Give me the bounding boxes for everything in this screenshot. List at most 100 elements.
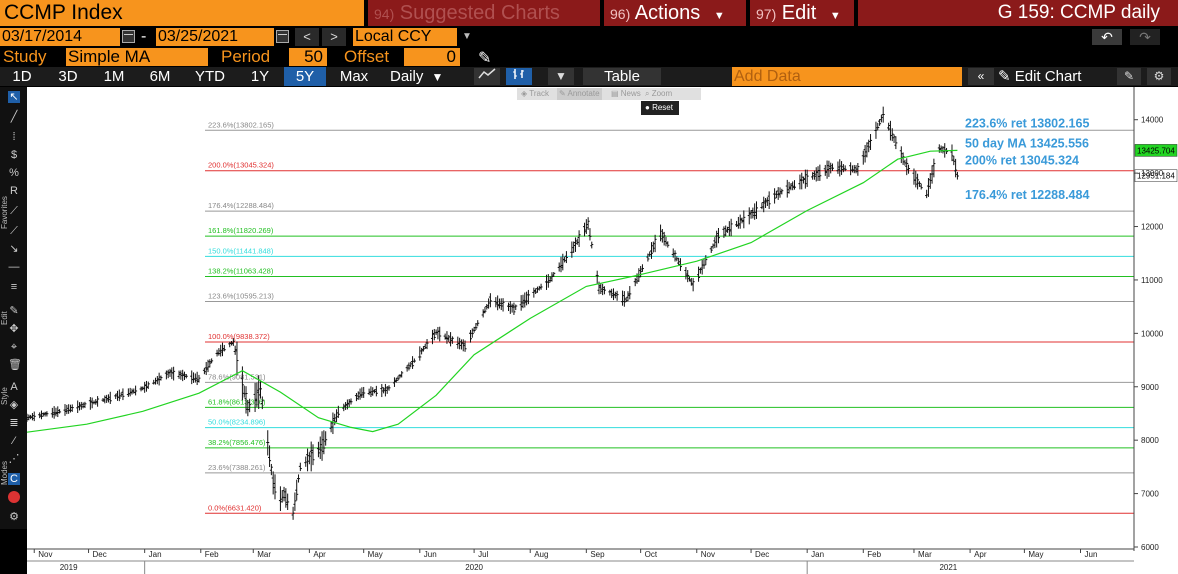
news-label: News [620, 89, 641, 98]
fib-label: 100.0%(9838.372) [208, 332, 270, 341]
add-data-input[interactable]: Add Data [732, 67, 962, 86]
gear-icon[interactable]: ⚙ [1147, 68, 1171, 85]
percent-tool-icon[interactable]: % [9, 167, 19, 179]
track-tool[interactable]: ◈ Track [521, 89, 549, 98]
x-tick-label: Dec [755, 550, 769, 559]
frequency-select[interactable]: Daily ▼ [384, 67, 464, 86]
offset-input[interactable]: 0 [404, 48, 460, 66]
actions-button[interactable]: 96) Actions ▼ [604, 0, 746, 26]
pen-icon: ✎ [998, 68, 1011, 85]
timeframe-5y[interactable]: 5Y [284, 67, 326, 86]
retracement-icon[interactable]: R [10, 185, 18, 197]
trendline-icon[interactable]: ⟋ [10, 205, 18, 217]
prev-period-button[interactable]: < [295, 28, 319, 46]
date-range-bar: 03/17/2014 - 03/25/2021 < > Local CCY ▼ … [0, 28, 1178, 46]
x-tick-label: Apr [313, 550, 326, 559]
timeframe-1y[interactable]: 1Y [250, 68, 270, 85]
timeframe-ytd[interactable]: YTD [195, 68, 225, 85]
x-tick-label: Mar [257, 550, 271, 559]
table-button[interactable]: Table [583, 68, 661, 85]
mode-c-icon[interactable]: C [8, 473, 20, 485]
last-price-tag: 12951.184 [1134, 169, 1178, 182]
calendar-icon[interactable] [276, 30, 289, 43]
channel-icon[interactable]: ≡ [10, 281, 18, 293]
undo-icon[interactable]: ↶ [1092, 29, 1122, 45]
fib-tool-icon[interactable]: ⁞ [12, 131, 16, 143]
price-chart[interactable]: 223.6%(13802.165) 200.0%(13045.324) 176.4%… [25, 87, 1178, 574]
annotate-label: Annotate [567, 89, 600, 98]
style-label: Style [0, 387, 9, 405]
dotted-line-icon[interactable]: ⋰ [8, 453, 20, 465]
ray-icon[interactable]: ⟋ [10, 225, 18, 237]
x-tick-label: May [368, 550, 383, 559]
text-tool-icon[interactable]: A [10, 381, 18, 393]
study-bar: Study Simple MA Period 50 Offset 0 ✎ [0, 47, 600, 68]
fib-label: 150.0%(11441.848) [208, 246, 274, 255]
edit-chart-label: Edit Chart [1014, 68, 1082, 85]
calendar-icon[interactable] [122, 30, 135, 43]
x-tick-label: Nov [701, 550, 715, 559]
fib-label: 50.0%(8234.896) [208, 418, 266, 427]
timeframe-6m[interactable]: 6M [149, 68, 171, 85]
edit-label: Edit [781, 2, 817, 24]
price-tool-icon[interactable]: $ [10, 149, 18, 161]
edit-menu-button[interactable]: 97) Edit ▼ [750, 0, 854, 26]
timeframe-3d[interactable]: 3D [58, 68, 78, 85]
redo-icon[interactable]: ↷ [1130, 29, 1160, 45]
chart-settings-icon[interactable]: ✎ [1117, 68, 1141, 85]
fib-label: 123.6%(10595.213) [208, 292, 274, 301]
start-date-input[interactable]: 03/17/2014 [0, 28, 120, 46]
annotate-tool[interactable]: ✎ Annotate [557, 88, 602, 100]
line-style-icon[interactable]: ≣ [9, 417, 19, 429]
period-input[interactable]: 50 [289, 48, 327, 66]
header-bar: CCMP Index 94) Suggested Charts 96) Acti… [0, 0, 1178, 26]
x-tick-label: Mar [918, 550, 932, 559]
currency-select[interactable]: Local CCY [353, 28, 457, 46]
chevron-down-icon: ▼ [462, 31, 472, 42]
y-tick-label: 7000 [1141, 490, 1159, 499]
pointer-icon[interactable]: ↖ [8, 91, 20, 103]
fib-label: 61.8%(8613.316) [208, 397, 266, 406]
security-title[interactable]: CCMP Index [0, 0, 364, 26]
timeframe-1m[interactable]: 1M [103, 68, 125, 85]
chart-ticker-title: G 159: CCMP daily [858, 0, 1178, 26]
drawing-toolbar: ↖ ╱ ⁞ $ % R ⟋ ⟋ ↘ — ≡ ✎ ✥ ⌖ 🗑 A ◈ ≣ ⁄ ⋰ … [0, 87, 27, 529]
bar-chart-icon[interactable] [506, 68, 532, 85]
suggested-charts-label: Suggested Charts [399, 2, 560, 24]
zoom-tool[interactable]: ⌕ Zoom [645, 89, 673, 98]
x-tick-label: Apr [974, 550, 987, 559]
brush-icon[interactable]: ⁄ [13, 435, 15, 447]
fib-label: 161.8%(11820.269) [208, 226, 274, 235]
x-tick-label: Nov [38, 550, 52, 559]
crop-icon[interactable]: ⌖ [10, 341, 18, 353]
pencil-icon[interactable]: ✎ [9, 305, 19, 317]
timeframe-max[interactable]: Max [339, 68, 369, 85]
edit-label-vertical: Edit [0, 311, 9, 325]
chart-type-dropdown-icon[interactable]: ▼ [548, 68, 574, 85]
line-chart-icon[interactable] [474, 68, 500, 85]
period-label: Period [221, 47, 271, 66]
pen-icon[interactable]: ✎ [478, 50, 492, 67]
caret-down-icon: ▼ [431, 70, 444, 84]
x-tick-label: Jan [811, 550, 824, 559]
edit-chart-button[interactable]: ✎ Edit Chart [998, 67, 1110, 86]
color-icon[interactable] [8, 491, 20, 503]
x-tick-label: Feb [867, 550, 881, 559]
reset-button[interactable]: ● Reset [641, 101, 679, 115]
hline-icon[interactable]: — [8, 261, 20, 273]
suggested-charts-button[interactable]: 94) Suggested Charts [368, 0, 600, 26]
next-period-button[interactable]: > [322, 28, 346, 46]
end-date-input[interactable]: 03/25/2021 [156, 28, 274, 46]
year-label: 2020 [465, 563, 483, 572]
collapse-icon[interactable]: « [968, 68, 994, 85]
chart-area[interactable]: 223.6%(13802.165) 200.0%(13045.324) 176.4%… [25, 87, 1178, 574]
timeframe-1d[interactable]: 1D [12, 68, 32, 85]
line-tool-icon[interactable]: ╱ [10, 111, 18, 123]
study-select[interactable]: Simple MA [66, 48, 208, 66]
settings-small-icon[interactable]: ⚙ [9, 511, 19, 523]
news-tool[interactable]: ▤ News [611, 89, 641, 98]
arrow-tool-icon[interactable]: ↘ [9, 243, 19, 255]
fill-icon[interactable]: ◈ [9, 399, 19, 411]
move-icon[interactable]: ✥ [9, 323, 19, 335]
delete-icon[interactable]: 🗑 [8, 359, 22, 371]
